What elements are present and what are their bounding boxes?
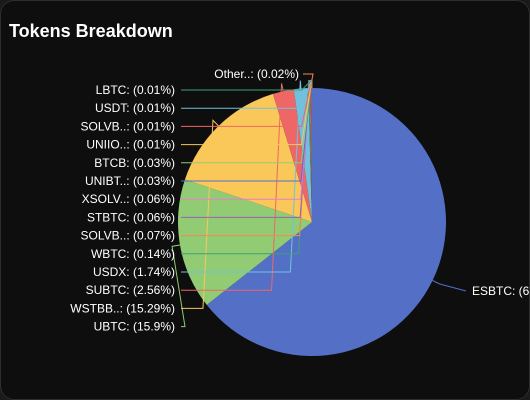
slice-label-11: UNIIO..: (0.01%) bbox=[86, 138, 175, 152]
pie-slice-0[interactable] bbox=[206, 88, 446, 357]
pie-slice-5[interactable] bbox=[308, 88, 312, 222]
slice-label-0: ESBTC: (6 bbox=[472, 284, 530, 298]
slice-label-15: Other..: (0.02%) bbox=[214, 67, 299, 81]
label-line-1 bbox=[171, 244, 186, 328]
label-line-0 bbox=[432, 280, 467, 292]
label-line-2 bbox=[181, 119, 219, 309]
slice-label-10: BTCB: (0.03%) bbox=[94, 156, 175, 170]
slice-label-13: USDT: (0.01%) bbox=[95, 101, 175, 115]
slice-label-7: STBTC: (0.06%) bbox=[87, 210, 175, 224]
slice-label-6: SOLVB..: (0.07%) bbox=[81, 229, 175, 243]
pie-slice-2[interactable] bbox=[184, 93, 312, 222]
slice-label-8: XSOLV..: (0.06%) bbox=[82, 192, 175, 206]
slice-label-14: LBTC: (0.01%) bbox=[96, 83, 175, 97]
pie-slice-8[interactable] bbox=[310, 88, 312, 222]
slice-label-3: SUBTC: (2.56%) bbox=[86, 283, 175, 297]
label-line-15 bbox=[303, 73, 314, 89]
pie-slice-6[interactable] bbox=[309, 88, 312, 223]
pie-slice-9[interactable] bbox=[310, 88, 312, 222]
pie-slice-11[interactable] bbox=[311, 88, 312, 223]
pie-slice-7[interactable] bbox=[309, 88, 312, 222]
slice-label-9: UNIBT..: (0.03%) bbox=[85, 174, 175, 188]
slice-label-2: WSTBB..: (15.29%) bbox=[70, 301, 175, 315]
slice-label-1: UBTC: (15.9%) bbox=[94, 320, 175, 334]
slice-label-4: USDX: (1.74%) bbox=[93, 265, 175, 279]
label-line-3 bbox=[181, 83, 284, 291]
pie-slice-1[interactable] bbox=[178, 179, 312, 305]
chart-title: Tokens Breakdown bbox=[9, 21, 173, 41]
slice-label-5: WBTC: (0.14%) bbox=[91, 247, 175, 261]
pie-slice-10[interactable] bbox=[311, 88, 312, 222]
label-line-4 bbox=[181, 80, 302, 273]
label-line-14 bbox=[181, 78, 313, 91]
slice-label-12: SOLVB..: (0.01%) bbox=[81, 119, 175, 133]
